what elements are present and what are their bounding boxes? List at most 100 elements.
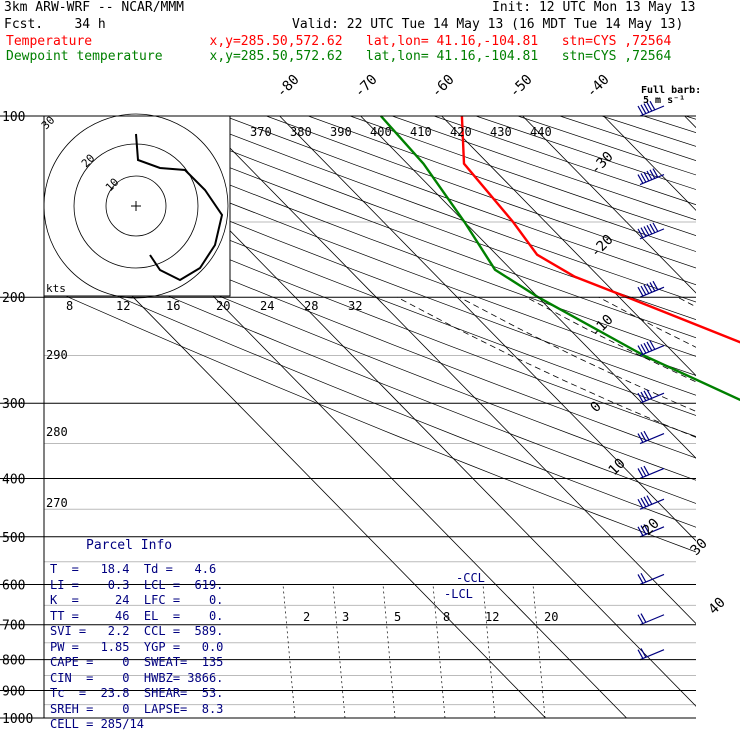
init-time: Init: 12 UTC Mon 13 May 13 xyxy=(492,0,696,15)
dry-adiabat xyxy=(517,116,696,176)
parcel-info-row: CELL = 285/14 xyxy=(50,717,144,731)
wind-barb-flag xyxy=(637,649,644,659)
wind-barb-staff xyxy=(639,573,665,586)
dry-adiabat xyxy=(44,242,696,504)
wind-barb-flag xyxy=(637,433,644,443)
mixing-ratio-line xyxy=(382,584,396,718)
wind-barb-flag xyxy=(640,432,647,442)
dry-adiabat xyxy=(44,163,696,416)
theta-label: 400 xyxy=(370,125,392,139)
pressure-label: 500 xyxy=(2,531,25,546)
pressure-label: 300 xyxy=(2,397,25,412)
wind-barb xyxy=(637,648,665,661)
wind-barb-flag xyxy=(640,285,647,296)
mixing-ratio-label: 3 xyxy=(342,610,349,624)
hodograph-trace xyxy=(135,133,224,282)
isotherm xyxy=(684,116,696,129)
dewpoint-line xyxy=(380,115,740,402)
wind-barb-flag xyxy=(640,466,647,477)
parcel-info-row: Tc = 23.8 SHEAR= 53. xyxy=(50,686,224,700)
parcel-info-row: SREH = 0 LAPSE= 8.3 xyxy=(50,701,224,716)
wind-barb-flag xyxy=(637,468,644,478)
wind-barb-flag xyxy=(640,391,647,402)
theta-label: 430 xyxy=(490,125,512,139)
wind-barb-flag xyxy=(643,496,650,507)
pressure-label: 600 xyxy=(2,578,25,593)
isotherm-label: -60 xyxy=(429,72,458,101)
wind-barb-flag xyxy=(646,224,653,235)
wind-barb-flag xyxy=(643,342,650,353)
wind-barb-flag xyxy=(643,465,650,476)
parcel-info-title: Parcel Info xyxy=(86,538,173,553)
parcel-info-row: T = 18.4 Td = 4.6 xyxy=(50,562,217,576)
wind-barb-staff xyxy=(639,432,665,445)
forecast-hour: Fcst. 34 h xyxy=(4,17,106,32)
dry-adiabat xyxy=(601,116,696,147)
dry-adiabat xyxy=(44,145,696,396)
wind-barb-flag xyxy=(637,526,644,537)
dry-adiabat xyxy=(44,221,696,481)
theta-label: 420 xyxy=(450,125,472,139)
hodograph-ring xyxy=(105,175,167,237)
wind-barb xyxy=(637,572,665,586)
dewpoint-legend-line: Dewpoint temperature x,y=285.50,572.62 l… xyxy=(6,49,672,64)
wind-barb-flag xyxy=(640,648,647,658)
theta-label: 410 xyxy=(410,125,432,139)
dry-adiabat xyxy=(44,127,696,376)
isotherm-label: -30 xyxy=(588,149,617,178)
wind-barb-flag xyxy=(637,105,644,116)
isotherm-label: 0 xyxy=(588,399,605,416)
wind-barb xyxy=(637,613,665,626)
isotherm xyxy=(603,116,696,211)
hodograph-speed-label: 12 xyxy=(116,299,130,313)
parcel-info-row: LI = 0.3 LCL = 619. xyxy=(50,577,224,592)
isotherm xyxy=(522,116,696,294)
parcel-info-row: CIN = 0 HWBZ= 3866. xyxy=(50,670,224,685)
wind-barb-flag xyxy=(637,614,644,625)
wind-barb-flag xyxy=(637,498,644,509)
wind-barb-flag xyxy=(637,345,644,355)
mixing-ratio-line xyxy=(532,584,546,718)
wind-barb-flag xyxy=(643,390,650,401)
hodograph-speed-label: 32 xyxy=(348,299,362,313)
wind-barb xyxy=(637,465,665,479)
parcel-info-row: K = 24 LFC = 0. xyxy=(50,593,224,607)
dry-adiabat xyxy=(308,116,696,252)
temperature-line xyxy=(460,115,740,344)
theta-side-label: 290 xyxy=(46,348,68,362)
mixing-ratio-label: 12 xyxy=(485,610,499,624)
wind-barb-flag xyxy=(646,341,653,352)
dry-adiabat xyxy=(44,182,696,437)
moist-adiabat xyxy=(525,296,696,383)
wind-barb-flag xyxy=(643,171,650,182)
hodograph-unit-label: kts xyxy=(46,282,66,295)
hodograph-speed-label: 24 xyxy=(260,299,274,313)
wind-barb xyxy=(637,340,665,357)
pressure-label: 400 xyxy=(2,472,25,487)
wind-barb-flag xyxy=(643,430,650,441)
pressure-label: 200 xyxy=(2,291,25,306)
mixing-ratio-line xyxy=(482,584,496,718)
isotherm-label: 10 xyxy=(606,456,629,479)
wind-barb-flag xyxy=(637,228,644,239)
wind-barb-flag xyxy=(640,173,647,183)
ccl-label: -CCL xyxy=(456,571,485,585)
pressure-label: 800 xyxy=(2,654,25,669)
valid-time: Valid: 22 UTC Tue 14 May 13 (16 MDT Tue … xyxy=(292,17,684,32)
mixing-ratio-label: 8 xyxy=(443,610,450,624)
wind-barb-flag xyxy=(640,344,647,354)
dry-adiabat xyxy=(44,202,696,459)
wind-barb-flag xyxy=(637,574,644,584)
wind-barb-flag xyxy=(646,170,653,181)
theta-label: 380 xyxy=(290,125,312,139)
theta-side-label: 280 xyxy=(46,425,68,439)
pressure-label: 1000 xyxy=(2,712,33,727)
moist-adiabat xyxy=(598,296,696,348)
isotherm xyxy=(198,116,696,625)
pressure-label: 100 xyxy=(2,110,25,125)
wind-barbs xyxy=(637,100,665,661)
hodograph-speed-label: 28 xyxy=(304,299,318,313)
dry-adiabat xyxy=(685,116,696,120)
